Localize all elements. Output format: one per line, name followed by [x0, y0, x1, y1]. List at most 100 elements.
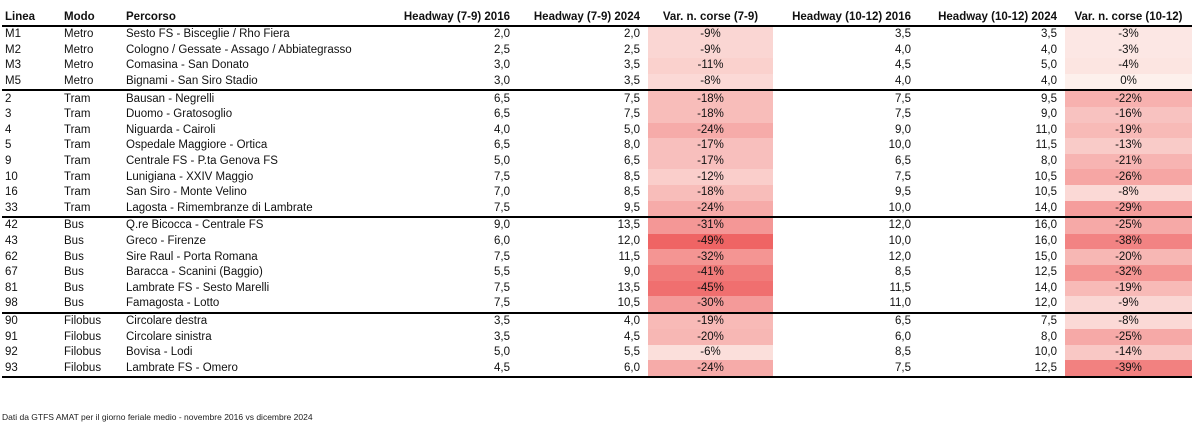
cell-percorso: Baracca - Scanini (Baggio) [126, 266, 263, 279]
cell-percorso: Lagosta - Rimembranze di Lambrate [126, 201, 313, 214]
cell-modo: Bus [64, 235, 84, 248]
cell-percorso: Lunigiana - XXIV Maggio [126, 170, 254, 183]
header-headway-7-9-2016: Headway (7-9) 2016 [389, 8, 518, 27]
cell-headway-7-9-2016: 5,0 [494, 346, 510, 359]
cell-var-10-12: -39% [1065, 360, 1192, 379]
cell-headway-7-9-2016: 4,0 [494, 123, 510, 136]
cell-modo: Metro [64, 75, 94, 88]
cell-headway-10-12-2024: 10,5 [1034, 186, 1057, 199]
cell-headway-10-12-2016: 4,0 [895, 75, 911, 88]
cell-headway-7-9-2016: 3,0 [494, 75, 510, 88]
cell-var-10-12: 0% [1065, 73, 1192, 91]
cell-headway-7-9-2016: 3,0 [494, 59, 510, 72]
cell-linea: M1 [2, 25, 61, 43]
cell-headway-7-9-2024: 13,5 [617, 281, 640, 294]
cell-var-7-9: -9% [648, 25, 773, 43]
cell-headway-10-12-2016: 3,5 [773, 25, 919, 43]
cell-headway-7-9-2024: 8,5 [624, 186, 640, 199]
cell-var-7-9: -18% [648, 89, 773, 107]
cell-percorso: Greco - Firenze [126, 235, 206, 248]
footnote: Dati da GTFS AMAT per il giorno feriale … [2, 412, 313, 422]
headway-table-container: Linea Modo Percorso Headway (7-9) 2016 H… [2, 8, 1192, 379]
cell-var-7-9: -31% [648, 216, 773, 234]
cell-linea: 5 [5, 139, 12, 152]
cell-linea: 3 [5, 108, 12, 121]
cell-headway-10-12-2024: 9,5 [919, 89, 1065, 107]
table-row: M2 Metro Cologno / Gessate - Assago / Abbi… [2, 42, 1192, 59]
cell-linea: M3 [5, 59, 21, 72]
table-row: 90 Filobus Circolare destra 3,5 4,0 -19% 6,5 7,… [2, 311, 1192, 330]
cell-var-10-12: -9% [1065, 296, 1192, 313]
cell-linea: 16 [5, 186, 18, 199]
table-row: 5 Tram Ospedale Maggiore - Ortica 6,5 8,0 -17… [2, 138, 1192, 154]
header-headway-10-12-2016: Headway (10-12) 2016 [773, 8, 919, 27]
cell-var-7-9: -30% [648, 296, 773, 313]
cell-modo: Bus [61, 216, 123, 234]
cell-var-10-12: -21% [1065, 153, 1192, 170]
cell-headway-10-12-2024: 12,5 [1034, 266, 1057, 279]
headway-table: Linea Modo Percorso Headway (7-9) 2016 H… [2, 8, 1192, 379]
cell-percorso: Q.re Bicocca - Centrale FS [123, 216, 389, 234]
cell-percorso: Famagosta - Lotto [126, 297, 220, 310]
cell-modo: Tram [64, 108, 91, 121]
cell-headway-7-9-2016: 7,5 [494, 170, 510, 183]
cell-headway-7-9-2016: 2,0 [389, 25, 518, 43]
table-row: 43 Bus Greco - Firenze 6,0 12,0 -49% 10,0 16,0-… [2, 233, 1192, 250]
cell-headway-10-12-2024: 11,0 [1035, 123, 1057, 136]
table-row: 10 Tram Lunigiana - XXIV Maggio 7,5 8,5 -12% 7… [2, 169, 1192, 185]
cell-modo: Bus [64, 297, 84, 310]
cell-headway-10-12-2016: 10,0 [888, 235, 911, 248]
cell-modo: Metro [64, 43, 94, 56]
cell-modo: Filobus [61, 360, 123, 379]
cell-var-7-9: -6% [648, 344, 773, 361]
cell-linea: M5 [5, 75, 21, 88]
table-row: 4 Tram Niguarda - Cairoli 4,0 5,0 -24% 9,0 11,0… [2, 122, 1192, 139]
cell-var-10-12: -19% [1065, 280, 1192, 297]
cell-var-7-9: -17% [648, 153, 773, 170]
cell-headway-10-12-2024: 12,0 [1034, 297, 1057, 310]
header-var-7-9: Var. n. corse (7-9) [648, 8, 773, 27]
cell-headway-7-9-2024: 4,0 [518, 311, 648, 330]
header-modo: Modo [61, 8, 123, 27]
cell-var-10-12: -13% [1065, 138, 1192, 154]
cell-headway-7-9-2016: 7,5 [494, 297, 510, 310]
cell-headway-10-12-2016: 6,5 [895, 155, 911, 168]
cell-headway-7-9-2016: 7,0 [494, 186, 510, 199]
cell-var-7-9: -24% [648, 200, 773, 218]
cell-percorso: Comasina - San Donato [126, 59, 249, 72]
cell-percorso: Circolare destra [123, 311, 389, 330]
cell-modo: Bus [64, 250, 84, 263]
cell-headway-7-9-2016: 9,0 [389, 216, 518, 234]
cell-headway-7-9-2024: 7,5 [518, 89, 648, 107]
cell-var-7-9: -18% [648, 184, 773, 201]
cell-headway-10-12-2024: 15,0 [1034, 250, 1057, 263]
cell-var-7-9: -32% [648, 249, 773, 265]
cell-var-7-9: -17% [648, 138, 773, 154]
cell-headway-7-9-2016: 6,5 [494, 139, 510, 152]
cell-headway-7-9-2016: 6,5 [389, 89, 518, 107]
cell-headway-10-12-2024: 4,0 [1041, 75, 1057, 88]
cell-headway-10-12-2024: 10,0 [1034, 346, 1057, 359]
cell-modo: Tram [64, 123, 91, 136]
cell-percorso: Sesto FS - Bisceglie / Rho Fiera [123, 25, 389, 43]
cell-linea: 42 [2, 216, 61, 234]
cell-headway-7-9-2024: 8,5 [624, 170, 640, 183]
table-row: M1 Metro Sesto FS - Bisceglie / Rho Fiera 2… [2, 25, 1192, 43]
cell-var-10-12: -19% [1065, 122, 1192, 139]
cell-linea: 43 [5, 235, 18, 248]
cell-headway-7-9-2024: 6,0 [518, 360, 648, 379]
cell-var-10-12: -20% [1065, 249, 1192, 265]
cell-headway-10-12-2016: 10,0 [888, 201, 911, 214]
cell-linea: M2 [5, 43, 21, 56]
cell-linea: 67 [5, 266, 18, 279]
table-row: 93 Filobus Lambrate FS - Omero 4,5 6,0 -24% 7,… [2, 360, 1192, 379]
cell-var-10-12: -22% [1065, 89, 1192, 107]
cell-linea: 9 [5, 155, 12, 168]
table-row: 3 Tram Duomo - Gratosoglio 6,5 7,5 -18% 7,5 9,0… [2, 106, 1192, 123]
cell-headway-10-12-2024: 11,5 [1035, 139, 1057, 152]
cell-var-10-12: -8% [1065, 184, 1192, 201]
cell-headway-7-9-2016: 5,5 [494, 266, 510, 279]
cell-var-10-12: -25% [1065, 329, 1192, 345]
table-row: 16 Tram San Siro - Monte Velino 7,0 8,5 -18% 9… [2, 184, 1192, 201]
cell-headway-10-12-2016: 9,5 [895, 186, 911, 199]
